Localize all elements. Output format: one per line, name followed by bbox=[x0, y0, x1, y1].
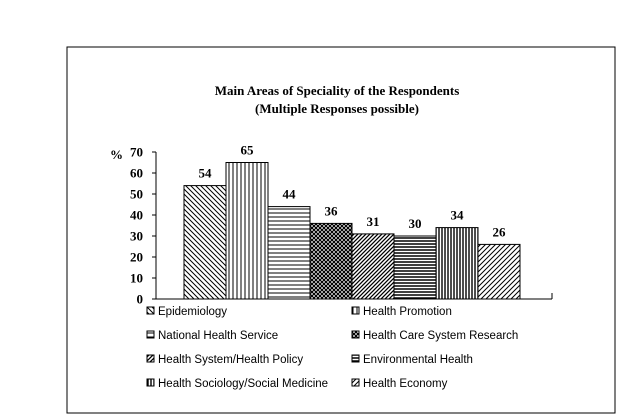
legend-swatch bbox=[351, 306, 360, 315]
bar-value-label: 54 bbox=[199, 166, 213, 181]
y-axis-label: % bbox=[110, 147, 123, 162]
legend-swatch bbox=[146, 306, 155, 315]
bar-value-label: 44 bbox=[283, 187, 297, 202]
legend: Epidemiology Health Promotion National Hea… bbox=[146, 306, 518, 390]
bar bbox=[351, 233, 395, 300]
y-tick-label: 50 bbox=[130, 187, 143, 202]
bar-value-label: 36 bbox=[325, 203, 339, 218]
legend-swatch bbox=[146, 330, 155, 339]
legend-label: Health Sociology/Social Medicine bbox=[158, 378, 328, 390]
legend-swatch bbox=[146, 354, 155, 363]
y-tick-label: 60 bbox=[130, 166, 143, 181]
legend-swatch bbox=[351, 330, 360, 339]
legend-label: Health System/Health Policy bbox=[158, 354, 303, 366]
y-tick-label: 70 bbox=[130, 145, 143, 160]
legend-label: Health Promotion bbox=[363, 306, 452, 318]
legend-label: Epidemiology bbox=[158, 306, 227, 318]
bar-value-label: 34 bbox=[451, 208, 465, 223]
bar bbox=[309, 222, 353, 300]
legend-label: Health Economy bbox=[363, 378, 448, 390]
y-tick-label: 10 bbox=[130, 271, 143, 286]
bar-value-label: 31 bbox=[367, 214, 380, 229]
y-tick-label: 20 bbox=[130, 250, 143, 265]
legend-label: Environmental Health bbox=[363, 354, 473, 366]
bar bbox=[477, 243, 521, 300]
chart-frame bbox=[66, 46, 616, 414]
bar-value-label: 65 bbox=[241, 143, 255, 158]
bar bbox=[225, 162, 269, 300]
legend-swatch bbox=[146, 378, 155, 387]
legend-swatch bbox=[351, 354, 360, 363]
bars: 54 65 44 36 31 30 34 26 bbox=[183, 143, 521, 300]
bar bbox=[183, 185, 227, 300]
bar-value-label: 30 bbox=[409, 216, 422, 231]
bar bbox=[393, 235, 437, 300]
legend-label: Health Care System Research bbox=[363, 330, 518, 342]
bar-value-label: 26 bbox=[493, 224, 507, 239]
bar bbox=[267, 206, 311, 300]
chart-subtitle: (Multiple Responses possible) bbox=[255, 101, 419, 116]
legend-swatch bbox=[351, 378, 360, 387]
y-tick-label: 30 bbox=[130, 229, 143, 244]
chart-title: Main Areas of Speciality of the Responde… bbox=[215, 83, 460, 98]
y-tick-label: 0 bbox=[137, 292, 144, 307]
y-tick-label: 40 bbox=[130, 208, 143, 223]
legend-label: National Health Service bbox=[158, 330, 278, 342]
bar bbox=[435, 227, 479, 300]
